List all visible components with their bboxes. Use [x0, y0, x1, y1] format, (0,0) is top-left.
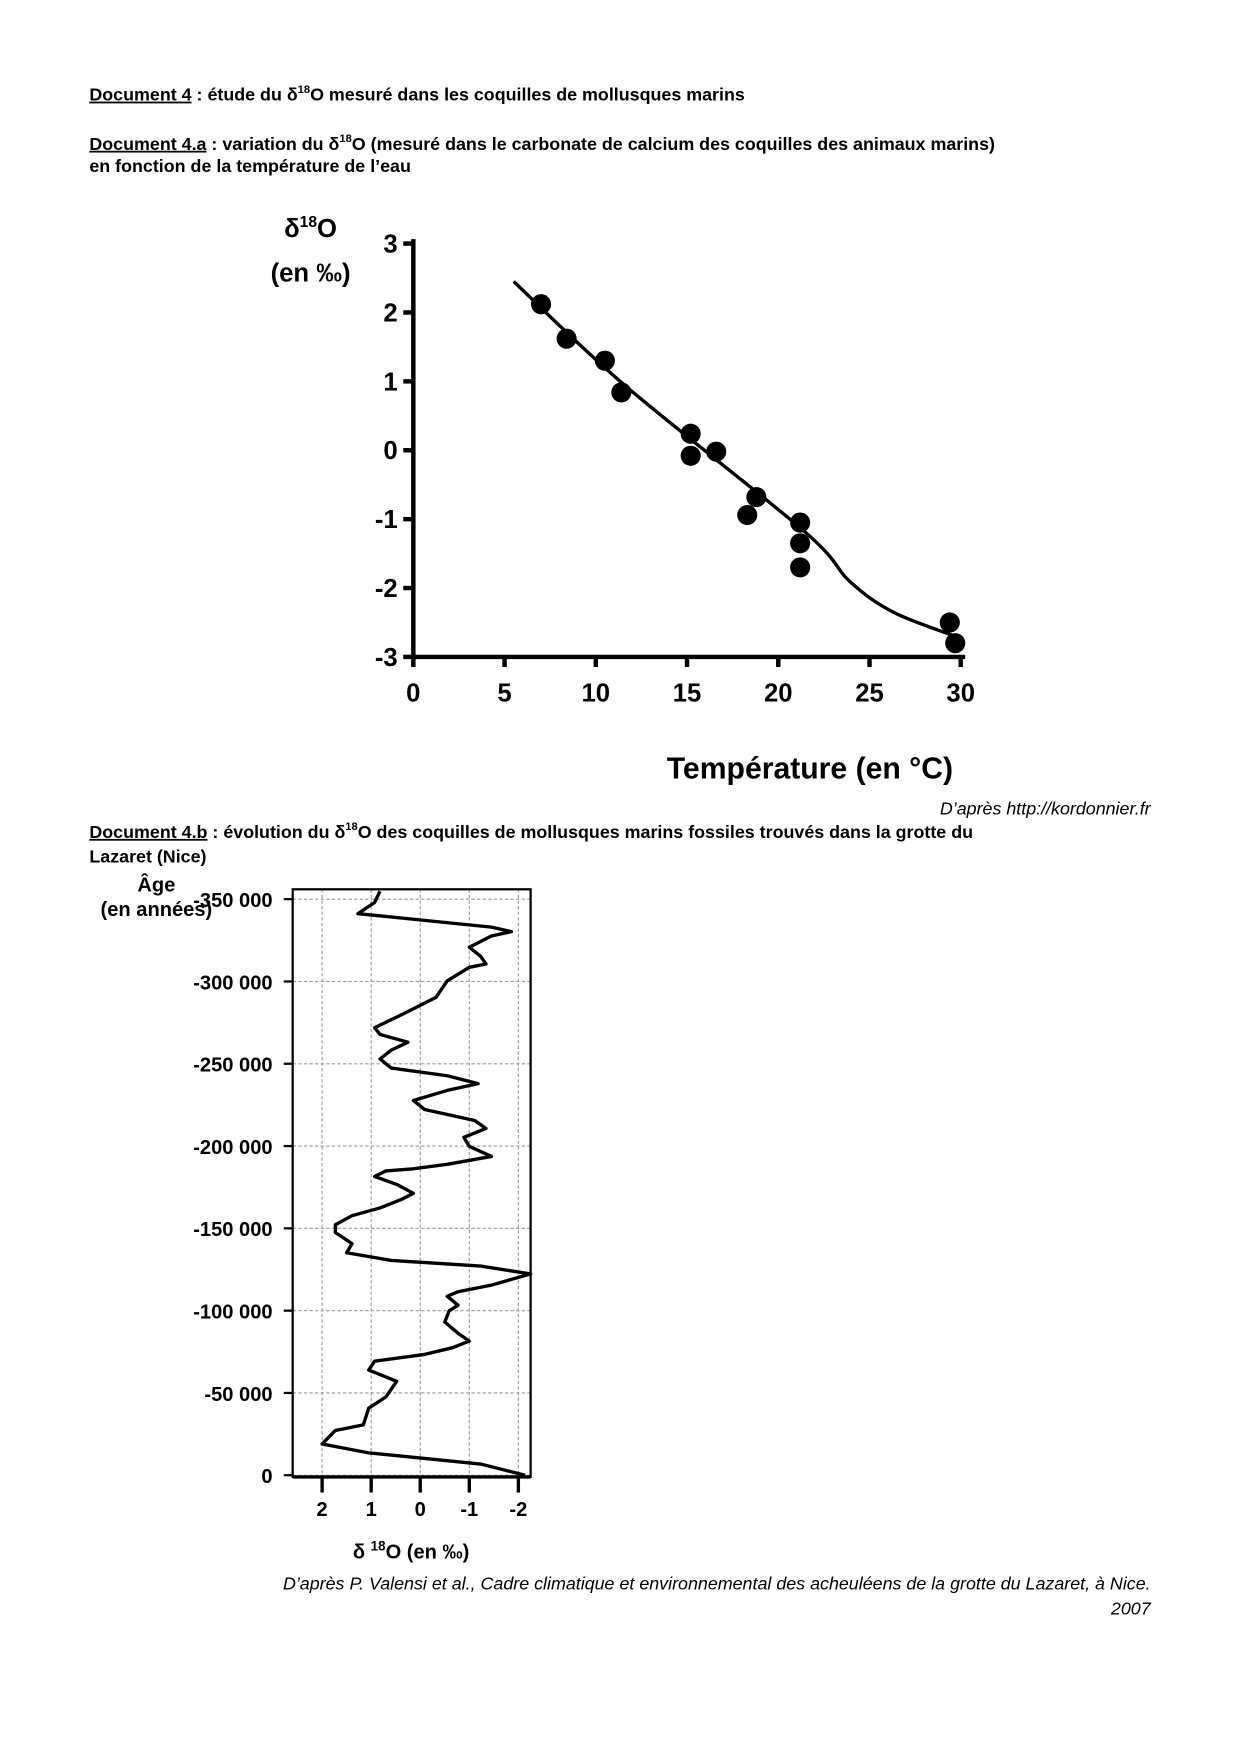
sup: 18 — [371, 1539, 386, 1554]
y-tick-label: -300 000 — [193, 972, 272, 994]
y-tick-label: -3 — [375, 644, 398, 672]
y-tick-label: -350 000 — [193, 890, 272, 912]
y-tick-label: -50 000 — [204, 1384, 272, 1406]
profile-line — [320, 890, 533, 1477]
sup: 18 — [339, 133, 351, 145]
point — [737, 504, 758, 526]
y-tick-label: -150 000 — [193, 1219, 272, 1241]
y-tick-label: -100 000 — [193, 1301, 272, 1323]
heading-text: : évolution du δ — [207, 822, 345, 842]
sup: 18 — [298, 84, 310, 96]
fit-line — [512, 280, 956, 638]
heading: Document 4.b : évolution du δ18O des coq… — [89, 821, 973, 842]
heading-text: O mesuré dans les coquilles de mollusque… — [310, 85, 745, 105]
y-tick-label: -1 — [375, 506, 398, 534]
y-tick-label: 2 — [383, 299, 397, 327]
x-tick-label: 15 — [673, 680, 702, 708]
doc-label: Document 4.a — [89, 134, 207, 154]
x-tick-label: 20 — [764, 680, 793, 708]
point — [531, 294, 552, 315]
x-axis-label: δ 18O (en ‰) — [353, 1539, 469, 1564]
point — [939, 612, 960, 633]
heading: Document 4.a : variation du δ18O (mesuré… — [89, 133, 995, 154]
x-tick-label: -2 — [509, 1499, 527, 1521]
point — [945, 633, 966, 654]
point — [790, 557, 811, 578]
heading-text: : étude du δ — [192, 85, 298, 105]
heading: Document 4 : étude du δ18O mesuré dans l… — [89, 84, 745, 105]
x-axis-label: Température (en °C) — [667, 753, 953, 786]
label-part: O (en ‰) — [386, 1541, 470, 1563]
heading-text: O des coquilles de mollusques marins fos… — [358, 822, 973, 842]
x-tick-label: -1 — [460, 1499, 478, 1521]
label-part: O — [317, 215, 337, 243]
doc-label: Document 4 — [89, 85, 191, 105]
y-tick-label: -200 000 — [193, 1137, 272, 1159]
x-tick-label: 25 — [855, 680, 884, 708]
point — [680, 445, 701, 466]
sup: 18 — [345, 821, 357, 833]
x-tick-label: 2 — [317, 1499, 328, 1521]
y-tick-label: -2 — [375, 575, 398, 603]
point — [790, 512, 811, 533]
source: 2007 — [1110, 1598, 1152, 1618]
y-tick-label: 1 — [383, 368, 397, 396]
x-tick-label: 0 — [406, 680, 420, 708]
y-axis-label: (en ‰) — [271, 260, 351, 288]
sup: 18 — [300, 214, 318, 231]
y-tick-label: 3 — [383, 231, 397, 259]
plot-frame — [291, 888, 532, 1479]
heading-text: en fonction de la température de l’eau — [89, 156, 411, 176]
y-tick-label: -250 000 — [193, 1055, 272, 1077]
x-tick-label: 10 — [582, 680, 611, 708]
point — [611, 382, 632, 403]
source: D’après P. Valensi et al., Cadre climati… — [283, 1574, 1151, 1594]
source: D’après http://kordonnier.fr — [940, 798, 1152, 818]
point — [594, 350, 615, 371]
label-part: δ — [284, 215, 300, 243]
x-tick-label: 5 — [497, 680, 511, 708]
heading-text: : variation du δ — [206, 134, 339, 154]
x-tick-label: 0 — [415, 1499, 426, 1521]
point — [790, 533, 811, 554]
doc-label: Document 4.b — [89, 822, 207, 842]
x-tick-label: 1 — [366, 1499, 377, 1521]
x-tick-label: 30 — [946, 680, 975, 708]
y-axis-label: (en années) — [101, 899, 213, 921]
label-part: δ — [353, 1541, 371, 1563]
point — [746, 487, 767, 508]
y-tick-label: 0 — [261, 1466, 272, 1488]
point — [556, 328, 577, 349]
y-tick-label: 0 — [383, 437, 397, 465]
heading-text: Lazaret (Nice) — [89, 846, 206, 866]
y-axis-label: δ18O — [284, 214, 337, 243]
heading-text: O (mesuré dans le carbonate de calcium d… — [352, 134, 995, 154]
point — [680, 423, 701, 444]
y-axis-label: Âge — [137, 873, 175, 897]
